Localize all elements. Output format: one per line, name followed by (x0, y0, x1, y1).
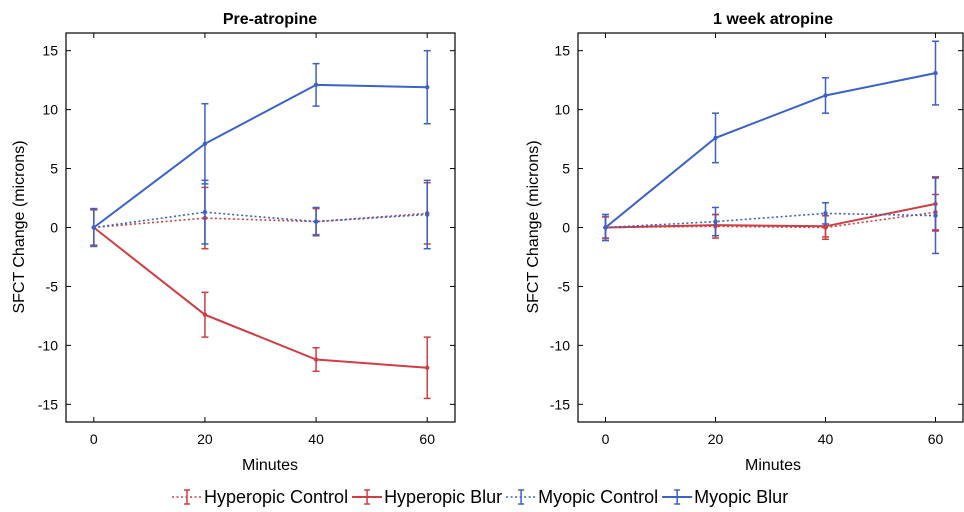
data-point (713, 135, 718, 141)
series-line-myopic-control (605, 212, 936, 229)
plot-area (602, 40, 939, 255)
data-point (313, 219, 319, 224)
series-line-myopic-blur (93, 83, 428, 229)
x-tick-label: 40 (818, 431, 834, 447)
tick-labels: 15 10 5 0 -5 -10 -15 0 20 40 60 (38, 43, 435, 447)
data-point (425, 212, 430, 217)
chart-title: 1 week atropine (713, 11, 833, 28)
x-tick-label: 20 (197, 431, 213, 447)
data-point (202, 209, 208, 215)
x-tick-label: 0 (90, 431, 98, 447)
axes (577, 32, 964, 423)
y-tick-label: -5 (558, 278, 571, 294)
series-line-hyperopic-blur (93, 226, 428, 369)
data-point (313, 357, 319, 362)
plot-area (90, 49, 431, 400)
data-point (713, 219, 718, 224)
legend-item-hyperopic-control: Hyperopic Control (172, 487, 348, 507)
chart-title: Pre-atropine (223, 11, 317, 28)
y-tick-label: -10 (550, 337, 570, 353)
legend-item-myopic-control: Myopic Control (506, 487, 658, 507)
y-tick-label: 0 (50, 220, 58, 236)
series-line-myopic-control (93, 211, 428, 229)
y-tick-label: 5 (50, 161, 58, 177)
legend-item-myopic-blur: Myopic Blur (662, 487, 788, 507)
series-hyperopic-blur (90, 209, 431, 400)
data-point (823, 211, 828, 216)
y-tick-label: -15 (550, 396, 570, 412)
y-tick-label: -15 (38, 396, 58, 412)
x-tick-label: 40 (308, 431, 324, 447)
legend-item-hyperopic-blur: Hyperopic Blur (352, 487, 502, 507)
legend-label: Myopic Control (538, 487, 658, 507)
x-tick-label: 20 (708, 431, 724, 447)
data-point (91, 225, 96, 230)
data-point (313, 82, 319, 88)
y-tick-label: 5 (562, 161, 570, 177)
y-axis-label: SFCT Change (microns) (11, 140, 28, 313)
data-point (425, 365, 430, 370)
series-myopic-blur (602, 40, 939, 242)
y-axis-label: SFCT Change (microns) (525, 140, 542, 313)
y-tick-label: -5 (46, 278, 59, 294)
legend: Hyperopic Control Hyperopic Blur Myopic Co… (172, 487, 788, 507)
legend-label: Myopic Blur (694, 487, 788, 507)
plot-frame (65, 32, 456, 423)
x-tick-label: 60 (928, 431, 944, 447)
chart-pre-atropine: Pre-atropine Minutes SFCT Change (micron… (11, 11, 456, 474)
data-point (603, 225, 608, 230)
y-tick-label: 0 (562, 220, 570, 236)
data-point (823, 224, 828, 229)
x-tick-label: 60 (419, 431, 435, 447)
legend-label: Hyperopic Blur (384, 487, 502, 507)
y-tick-label: 15 (42, 43, 58, 59)
y-tick-label: 15 (554, 43, 570, 59)
legend-label: Hyperopic Control (204, 487, 348, 507)
y-tick-label: 10 (42, 102, 58, 118)
chart-1-week-atropine: 1 week atropine Minutes SFCT Change (mic… (525, 11, 964, 474)
series-hyperopic-blur (602, 176, 939, 239)
data-point (933, 70, 938, 76)
series-line-myopic-blur (604, 72, 936, 229)
series-line-hyperopic-control (93, 212, 428, 229)
data-point (425, 85, 430, 90)
data-point (202, 141, 208, 147)
series-line-hyperopic-blur (605, 202, 936, 229)
data-point (933, 213, 938, 218)
x-tick-label: 0 (602, 431, 610, 447)
tick-labels: 15 10 5 0 -5 -10 -15 0 20 40 60 (550, 43, 944, 447)
data-point (823, 93, 828, 98)
y-tick-label: 10 (554, 102, 570, 118)
data-point (202, 312, 208, 317)
series-myopic-blur (90, 49, 431, 248)
y-tick-label: -10 (38, 337, 58, 353)
axes (65, 32, 456, 423)
x-axis-label: Minutes (745, 457, 801, 474)
x-axis-label: Minutes (242, 457, 298, 474)
series-hyperopic-control (602, 193, 939, 241)
